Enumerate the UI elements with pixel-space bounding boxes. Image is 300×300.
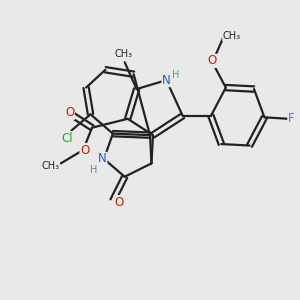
Text: F: F [288,112,295,125]
Text: H: H [172,70,180,80]
Text: Cl: Cl [61,132,73,145]
Text: H: H [90,165,97,175]
Text: N: N [162,74,171,87]
Text: CH₃: CH₃ [41,161,59,171]
Text: O: O [80,143,89,157]
Text: O: O [65,106,74,119]
Text: CH₃: CH₃ [114,49,132,59]
Text: O: O [208,54,217,67]
Text: O: O [114,196,123,208]
Text: CH₃: CH₃ [223,31,241,40]
Text: N: N [98,152,107,165]
